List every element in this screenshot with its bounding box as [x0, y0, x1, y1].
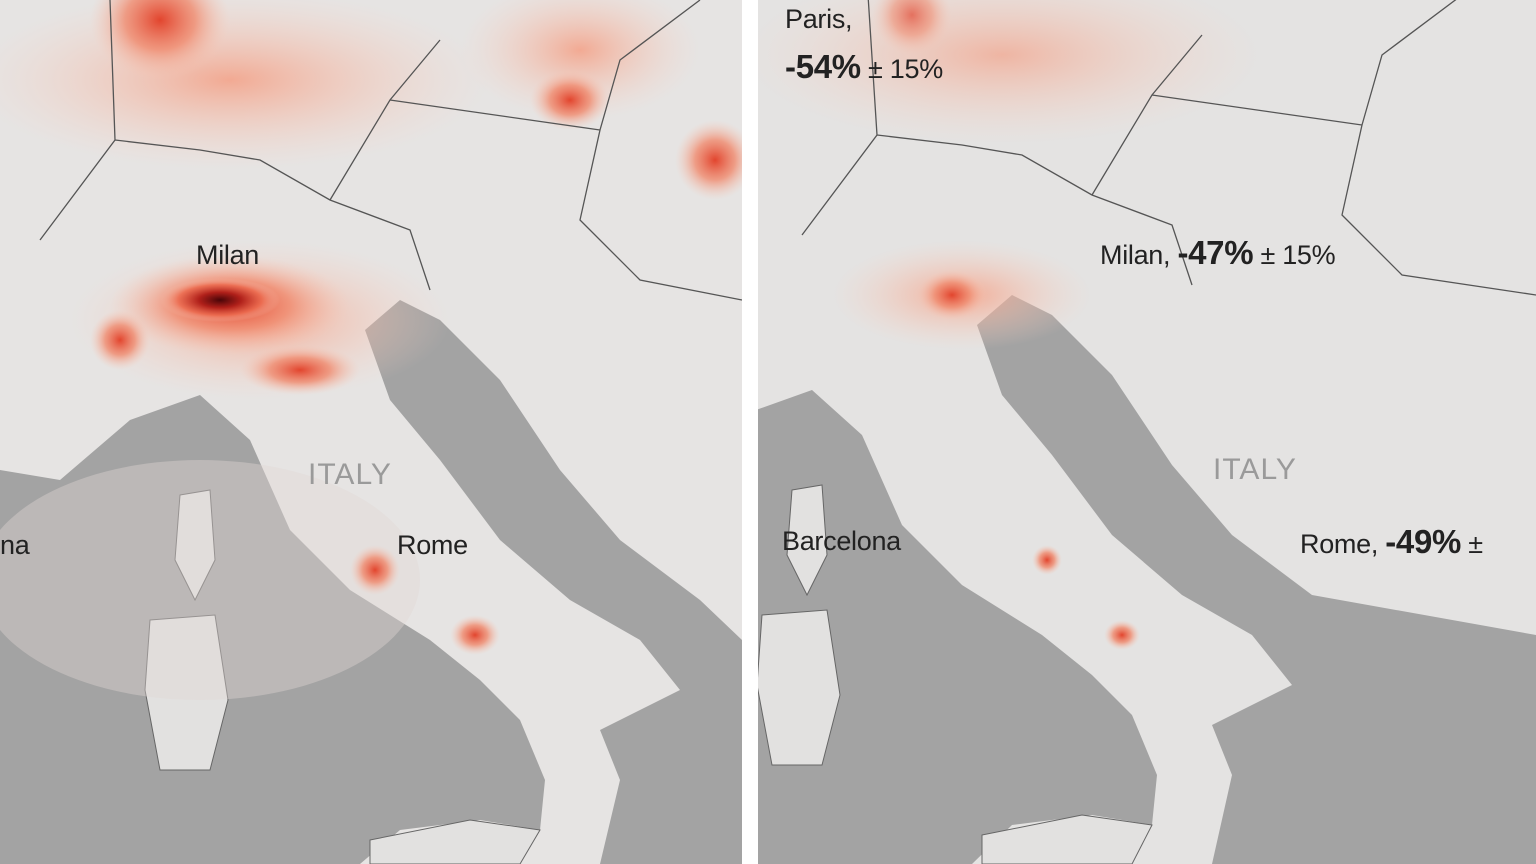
label-milan-change: Milan, -47% ± 15% [1100, 234, 1336, 272]
island-corsica [174, 489, 216, 602]
paris-change-value: -54% [785, 48, 861, 85]
island-sicily [369, 819, 541, 864]
paris-uncertainty: ± 15% [868, 54, 943, 84]
label-rome-change: Rome, -49% ± [1300, 523, 1483, 561]
sea-adriatic [977, 295, 1536, 864]
label-paris-change: -54% ± 15% [785, 48, 943, 86]
label-barcelona: Barcelona [782, 526, 901, 556]
map-after-svg [758, 0, 1536, 864]
map-panel-after: Paris, -54% ± 15% Milan, -47% ± 15% ITAL… [758, 0, 1536, 864]
sea-adriatic [365, 300, 742, 864]
label-italy: ITALY [308, 458, 392, 491]
rome-city: Rome, [1300, 529, 1379, 559]
country-borders [801, 0, 1536, 296]
rome-change-value: -49% [1385, 523, 1462, 560]
island-sardinia [144, 614, 229, 771]
milan-change-value: -47% [1177, 234, 1254, 271]
island-sicily [981, 814, 1153, 864]
rome-uncertainty: ± [1468, 529, 1483, 559]
label-barcelona-partial: na [0, 530, 30, 560]
milan-uncertainty: ± 15% [1260, 240, 1336, 270]
country-borders [39, 0, 742, 301]
map-before-svg [0, 0, 742, 864]
label-milan: Milan [196, 240, 260, 270]
island-corsica [786, 484, 828, 597]
map-panel-before: Milan ITALY Rome na [0, 0, 742, 864]
sea-mediterranean [0, 395, 545, 864]
label-paris: Paris, [785, 4, 853, 34]
sea-mediterranean [758, 390, 1157, 864]
milan-city: Milan, [1100, 240, 1171, 270]
island-sardinia [758, 609, 841, 766]
label-rome: Rome [397, 530, 468, 560]
label-italy: ITALY [1213, 453, 1297, 486]
